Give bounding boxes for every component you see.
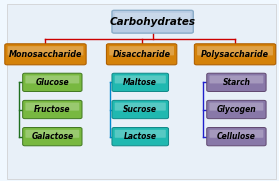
Text: Monosaccharide: Monosaccharide [9, 50, 82, 59]
FancyBboxPatch shape [194, 44, 276, 65]
FancyBboxPatch shape [23, 100, 82, 119]
FancyBboxPatch shape [115, 103, 166, 111]
Text: Starch: Starch [222, 78, 250, 87]
FancyBboxPatch shape [25, 103, 79, 111]
Text: Glucose: Glucose [35, 78, 69, 87]
Text: Cellulose: Cellulose [217, 132, 256, 141]
FancyBboxPatch shape [112, 100, 169, 119]
FancyBboxPatch shape [5, 44, 86, 65]
FancyBboxPatch shape [23, 127, 82, 146]
Text: Lactose: Lactose [124, 132, 157, 141]
FancyBboxPatch shape [25, 75, 79, 83]
FancyBboxPatch shape [115, 13, 191, 23]
FancyBboxPatch shape [8, 46, 83, 55]
FancyBboxPatch shape [107, 44, 177, 65]
Text: Polysaccharide: Polysaccharide [201, 50, 269, 59]
FancyBboxPatch shape [207, 73, 266, 92]
Text: Disaccharide: Disaccharide [113, 50, 171, 59]
Text: Maltose: Maltose [123, 78, 157, 87]
FancyBboxPatch shape [112, 10, 193, 33]
FancyBboxPatch shape [207, 100, 266, 119]
FancyBboxPatch shape [25, 130, 79, 138]
FancyBboxPatch shape [210, 75, 263, 83]
FancyBboxPatch shape [210, 103, 263, 111]
Text: Sucrose: Sucrose [123, 105, 157, 114]
FancyBboxPatch shape [23, 73, 82, 92]
FancyBboxPatch shape [197, 46, 273, 55]
FancyBboxPatch shape [112, 127, 169, 146]
FancyBboxPatch shape [115, 130, 166, 138]
Text: Glycogen: Glycogen [217, 105, 256, 114]
FancyBboxPatch shape [210, 130, 263, 138]
FancyBboxPatch shape [207, 127, 266, 146]
Text: Fructose: Fructose [34, 105, 71, 114]
FancyBboxPatch shape [115, 75, 166, 83]
FancyBboxPatch shape [109, 46, 174, 55]
Text: Carbohydrates: Carbohydrates [110, 17, 196, 27]
FancyBboxPatch shape [7, 4, 276, 179]
FancyBboxPatch shape [112, 73, 169, 92]
Text: Galactose: Galactose [31, 132, 73, 141]
